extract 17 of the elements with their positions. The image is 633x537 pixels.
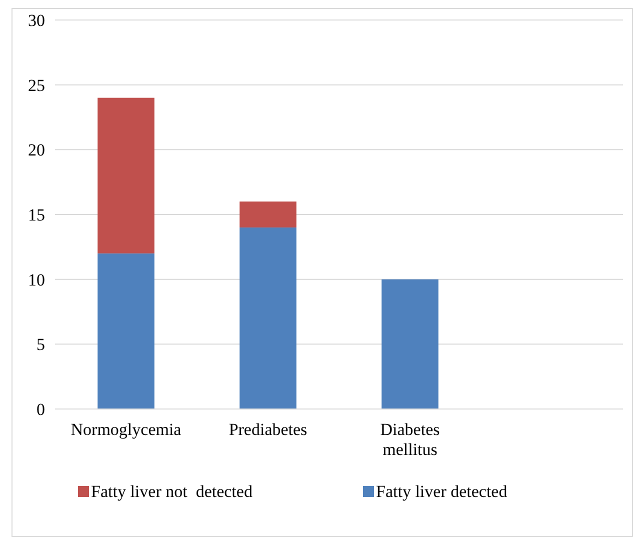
bar <box>98 98 154 254</box>
y-tick-label: 5 <box>36 335 45 354</box>
x-tick-label: Diabetes mellitus <box>380 420 440 459</box>
bar <box>240 227 296 409</box>
y-tick-label: 25 <box>28 76 45 95</box>
bar <box>98 253 154 409</box>
legend-label: Fatty liver not detected <box>91 482 253 501</box>
x-tick-label: Prediabetes <box>228 420 308 439</box>
y-tick-label: 15 <box>28 205 45 224</box>
x-tick-label: Normoglycemia <box>70 420 182 439</box>
bar <box>240 202 296 228</box>
y-tick-label: 30 <box>28 10 45 30</box>
legend-label: Fatty liver detected <box>376 482 508 501</box>
y-tick-label: 20 <box>28 140 45 160</box>
bar <box>382 279 438 409</box>
y-tick-label: 0 <box>36 400 45 419</box>
y-tick-label: 10 <box>28 270 45 290</box>
